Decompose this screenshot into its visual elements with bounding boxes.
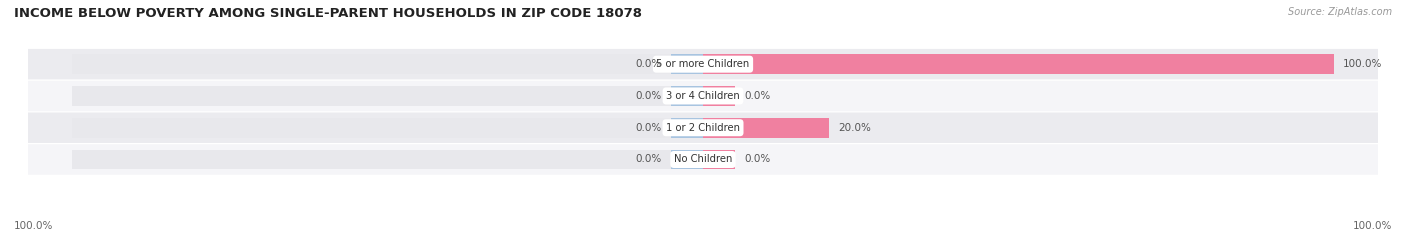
Text: 100.0%: 100.0%: [1353, 221, 1392, 231]
Bar: [672, 54, 703, 74]
Bar: [703, 150, 734, 169]
Text: Source: ZipAtlas.com: Source: ZipAtlas.com: [1288, 7, 1392, 17]
Bar: [672, 86, 703, 106]
Text: 1 or 2 Children: 1 or 2 Children: [666, 123, 740, 133]
Bar: [703, 118, 830, 137]
Text: 100.0%: 100.0%: [14, 221, 53, 231]
Bar: [703, 86, 734, 106]
Text: 100.0%: 100.0%: [1343, 59, 1382, 69]
Bar: [72, 86, 703, 106]
Text: 0.0%: 0.0%: [636, 123, 662, 133]
Bar: [72, 54, 703, 74]
Bar: [703, 54, 1334, 74]
FancyBboxPatch shape: [28, 113, 1378, 143]
Text: 0.0%: 0.0%: [636, 59, 662, 69]
Text: 0.0%: 0.0%: [636, 154, 662, 164]
Bar: [672, 118, 703, 137]
FancyBboxPatch shape: [28, 81, 1378, 111]
Legend: Single Father, Single Mother: Single Father, Single Mother: [596, 230, 810, 233]
FancyBboxPatch shape: [28, 144, 1378, 175]
Bar: [72, 150, 703, 169]
Text: 0.0%: 0.0%: [744, 154, 770, 164]
Text: No Children: No Children: [673, 154, 733, 164]
Text: 5 or more Children: 5 or more Children: [657, 59, 749, 69]
Text: 0.0%: 0.0%: [636, 91, 662, 101]
Bar: [72, 118, 703, 137]
Text: 0.0%: 0.0%: [744, 91, 770, 101]
FancyBboxPatch shape: [28, 49, 1378, 79]
Bar: [672, 150, 703, 169]
Text: 3 or 4 Children: 3 or 4 Children: [666, 91, 740, 101]
Text: INCOME BELOW POVERTY AMONG SINGLE-PARENT HOUSEHOLDS IN ZIP CODE 18078: INCOME BELOW POVERTY AMONG SINGLE-PARENT…: [14, 7, 643, 20]
Text: 20.0%: 20.0%: [838, 123, 872, 133]
